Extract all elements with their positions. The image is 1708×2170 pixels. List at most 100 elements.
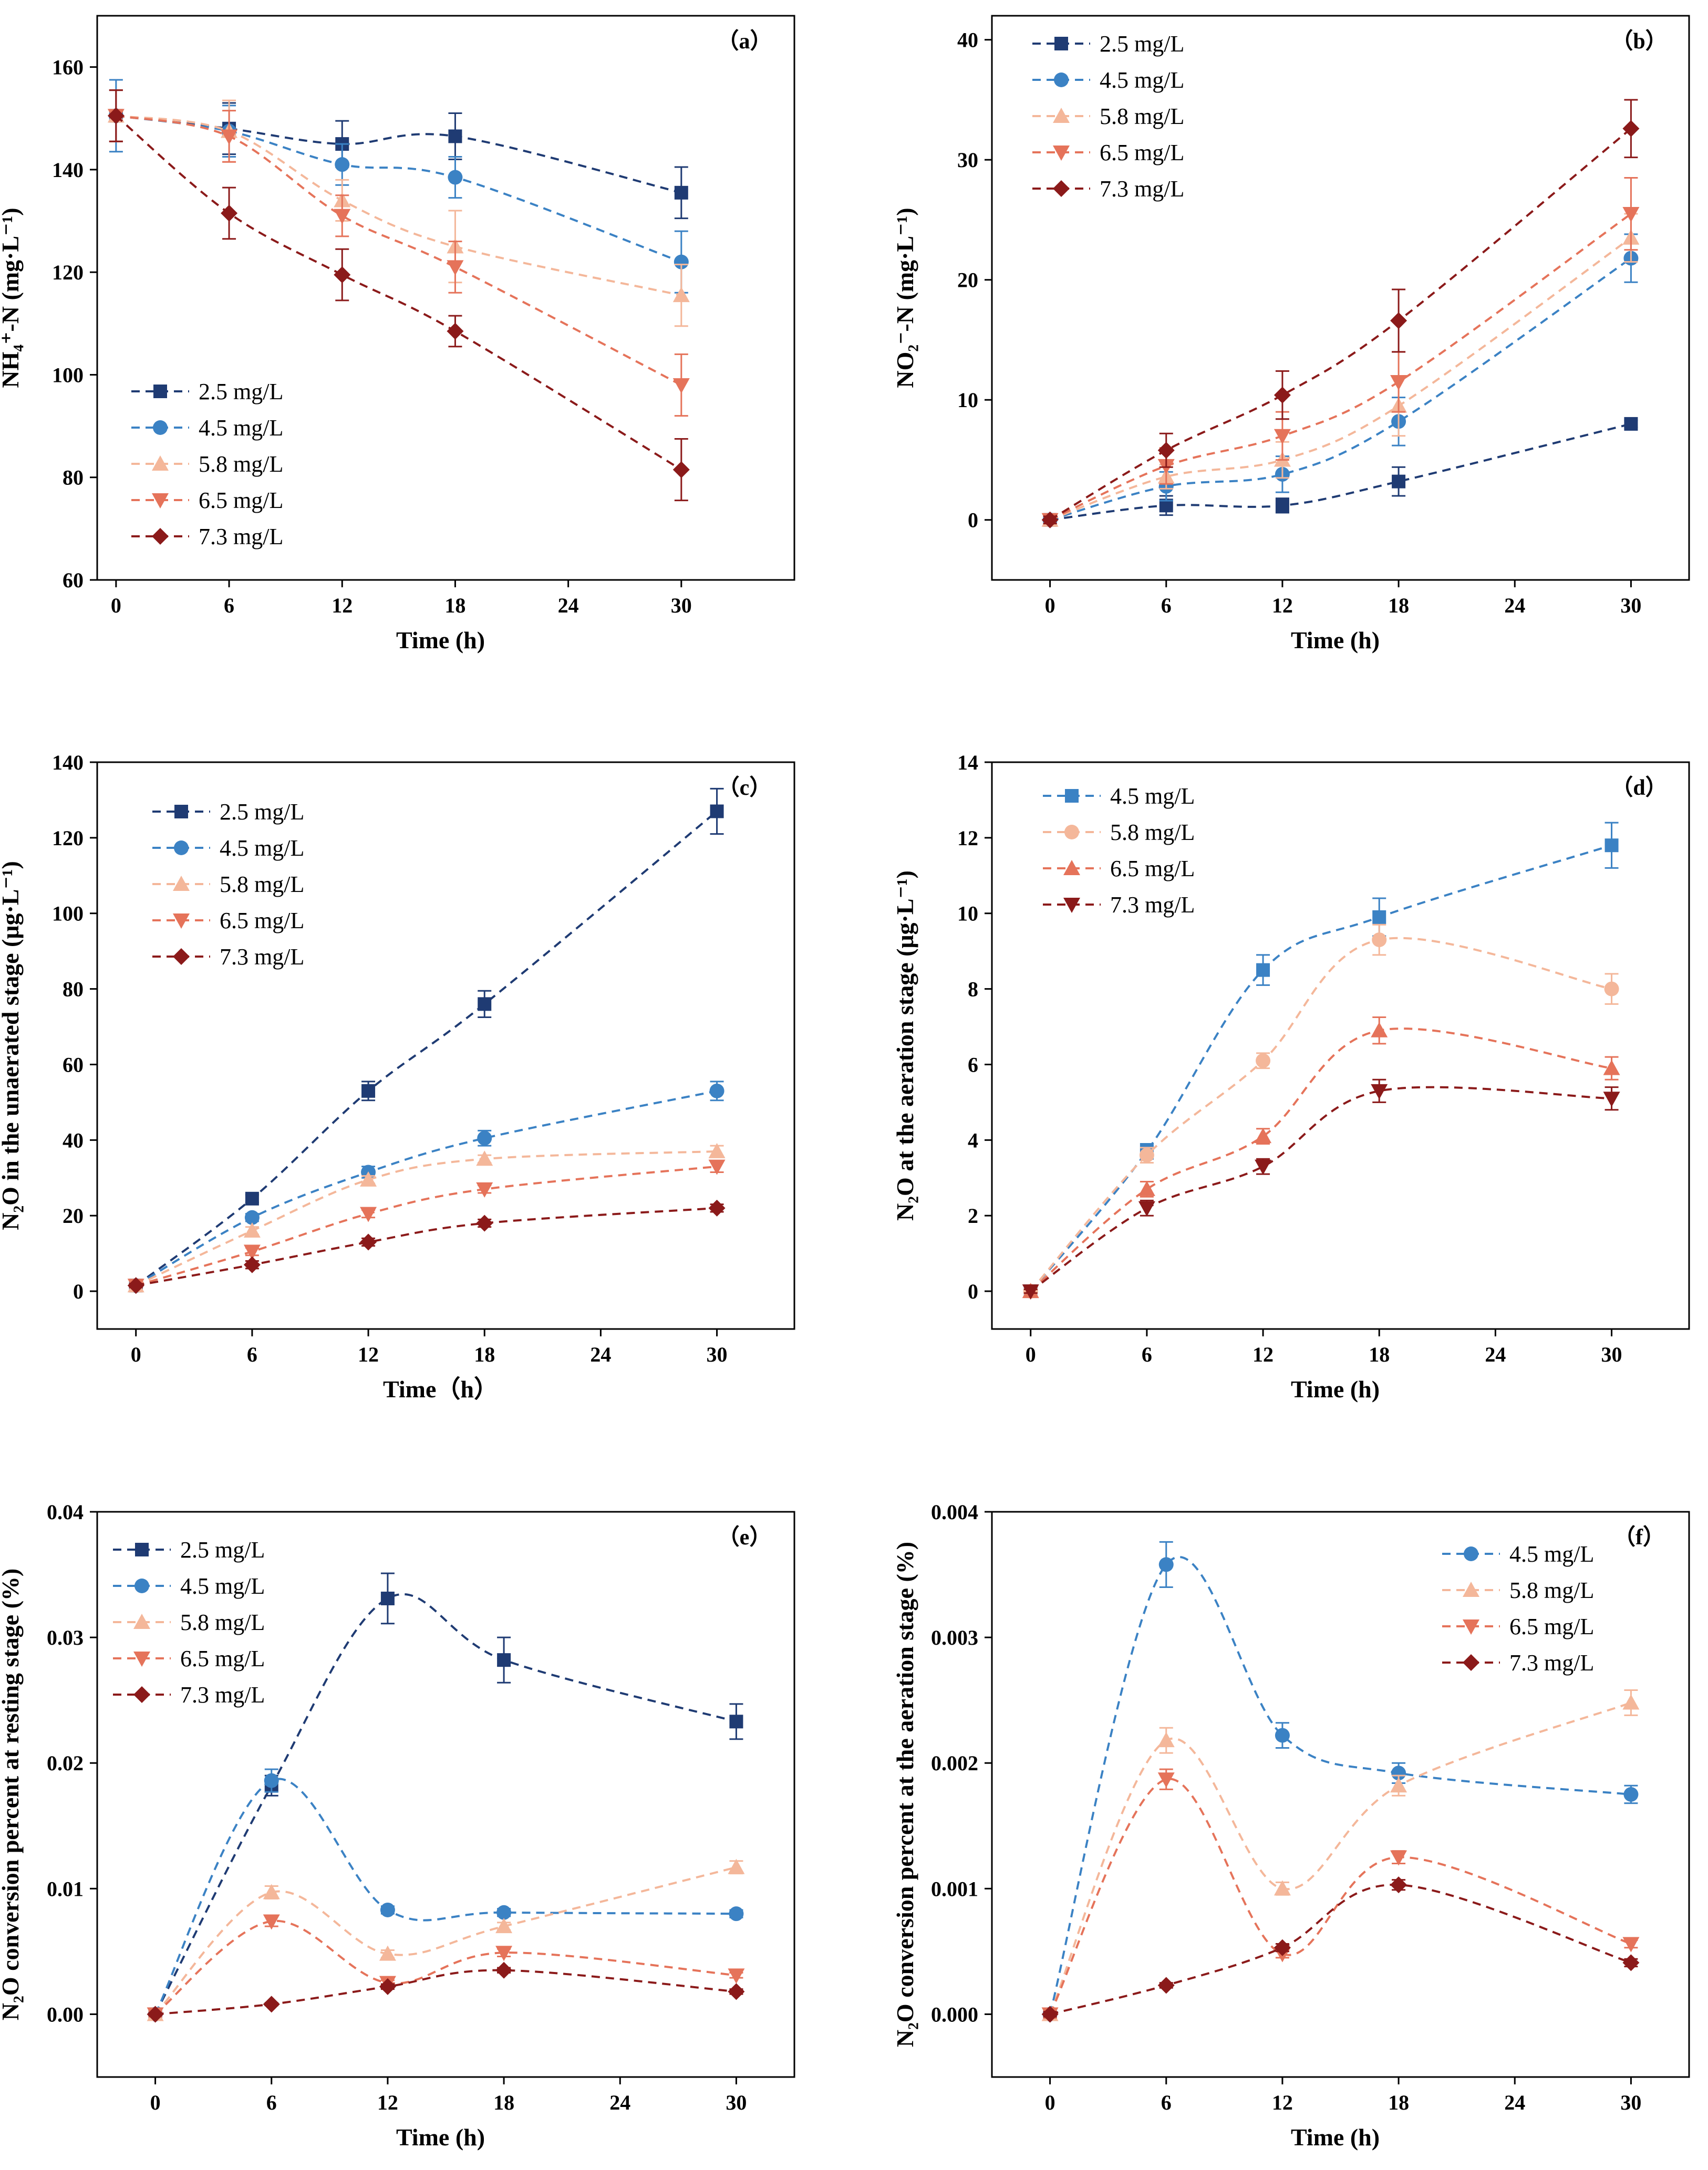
series-5-8-mg-L [1041, 1689, 1640, 2021]
data-point [1275, 499, 1289, 513]
legend-label: 4.5 mg/L [199, 415, 283, 441]
data-point [1390, 312, 1407, 329]
legend-marker [134, 1579, 149, 1593]
x-tick-label: 30 [707, 1343, 728, 1366]
series-line [135, 1089, 717, 1287]
x-tick-label: 18 [493, 2091, 514, 2114]
data-point [263, 1884, 280, 1899]
data-point [1605, 838, 1619, 853]
x-tick-label: 12 [358, 1343, 379, 1366]
y-tick-label: 0.04 [47, 1500, 84, 1524]
data-point [476, 1150, 493, 1166]
data-point [1623, 1787, 1639, 1802]
data-point [1603, 1092, 1620, 1107]
series-4-5-mg-L [1042, 233, 1639, 527]
legend-label: 4.5 mg/L [180, 1573, 265, 1599]
plot-frame [991, 1511, 1690, 2078]
x-tick-label: 0 [150, 2091, 161, 2114]
legend-label: 2.5 mg/L [220, 799, 304, 825]
data-point [107, 107, 125, 124]
x-tick-label: 18 [1388, 2091, 1409, 2114]
x-tick-label: 12 [1272, 594, 1293, 617]
x-tick-label: 0 [1045, 594, 1055, 617]
data-point [1157, 1732, 1175, 1748]
legend-marker [174, 805, 188, 818]
legend-item: 7.3 mg/L [152, 944, 304, 970]
series-line [116, 115, 682, 297]
data-point [1622, 1937, 1640, 1953]
x-tick-label: 30 [1620, 594, 1641, 617]
data-point [1255, 1159, 1272, 1175]
legend-label: 6.5 mg/L [1100, 140, 1184, 165]
data-point [1372, 910, 1386, 924]
legend-label: 4.5 mg/L [1509, 1541, 1594, 1567]
data-point [1622, 120, 1640, 137]
data-point [1390, 1777, 1407, 1793]
x-tick-label: 24 [1504, 594, 1525, 617]
legend-item: 7.3 mg/L [1043, 892, 1195, 918]
panel-label: （f） [1613, 1525, 1665, 1550]
series-4-5-mg-L [148, 1768, 744, 2022]
x-axis-title: Time (h) [396, 627, 485, 653]
series-line [1050, 1884, 1632, 2016]
x-tick-label: 0 [131, 1343, 141, 1366]
y-tick-label: 14 [957, 751, 978, 774]
y-axis-title: N₂O conversion percent at the aeration s… [892, 1542, 918, 2047]
legend-label: 7.3 mg/L [180, 1682, 265, 1708]
legend-label: 5.8 mg/L [1110, 819, 1195, 845]
legend-marker [133, 1614, 150, 1629]
legend-label: 5.8 mg/L [1100, 103, 1184, 129]
data-point [380, 1591, 395, 1605]
y-tick-label: 40 [957, 28, 978, 52]
legend: 2.5 mg/L 4.5 mg/L 5.8 mg/L 6.5 mg/L 7.3 mg/L [131, 379, 283, 549]
data-point [1157, 1772, 1175, 1788]
data-point [1157, 442, 1175, 459]
x-tick-label: 6 [1161, 594, 1172, 617]
series-line [154, 1866, 737, 2015]
series-line [1049, 213, 1632, 521]
legend-item: 2.5 mg/L [152, 799, 304, 825]
series-5-8-mg-L [1023, 923, 1619, 1299]
data-point [674, 254, 689, 269]
data-point [1275, 1728, 1290, 1743]
series-line [1049, 237, 1632, 521]
data-point [728, 1858, 745, 1874]
data-point [1138, 1201, 1155, 1217]
data-point [1371, 1084, 1388, 1099]
data-point [477, 1130, 492, 1146]
x-tick-label: 6 [1142, 1343, 1152, 1366]
series-5-8-mg-L [147, 1858, 745, 2021]
data-point [360, 1233, 377, 1251]
legend-marker [1054, 37, 1068, 50]
x-tick-label: 18 [474, 1343, 495, 1366]
data-point [710, 804, 724, 818]
data-point [476, 1214, 493, 1232]
legend-label: 5.8 mg/L [1509, 1577, 1594, 1603]
data-point [478, 997, 492, 1011]
series-line [1049, 128, 1632, 521]
legend-label: 2.5 mg/L [180, 1537, 265, 1563]
data-point [1391, 1766, 1406, 1781]
data-point [447, 323, 464, 340]
x-tick-label: 24 [1485, 1343, 1506, 1366]
data-point [672, 287, 690, 303]
y-tick-label: 12 [957, 826, 978, 850]
legend-marker [1463, 1619, 1479, 1635]
data-point [495, 1961, 513, 1979]
y-tick-label: 6 [968, 1053, 978, 1076]
y-tick-label: 100 [52, 902, 84, 926]
legend-item: 5.8 mg/L [152, 871, 304, 897]
legend-marker [174, 840, 189, 855]
series-line [1050, 257, 1632, 521]
data-point [379, 1945, 396, 1961]
x-axis-title: Time (h) [1291, 627, 1380, 653]
data-point [243, 1244, 261, 1260]
series-line [1049, 1556, 1631, 2015]
legend-label: 7.3 mg/L [220, 944, 304, 970]
y-tick-label: 80 [63, 466, 84, 490]
plot-frame [96, 1511, 795, 2078]
series-line [1030, 1086, 1612, 1292]
legend-marker [1063, 860, 1080, 875]
legend-label: 7.3 mg/L [1100, 176, 1184, 202]
